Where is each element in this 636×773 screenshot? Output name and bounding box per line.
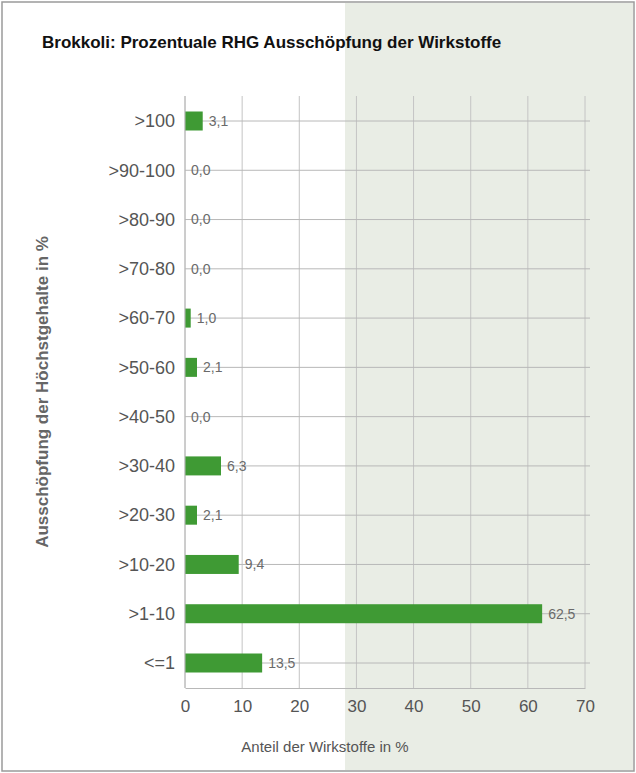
bar bbox=[185, 112, 203, 131]
grid-line bbox=[585, 96, 586, 688]
grid-line bbox=[299, 96, 300, 688]
y-tick: <=1 bbox=[144, 653, 185, 673]
bar bbox=[185, 309, 191, 328]
x-tick-label: 40 bbox=[405, 697, 424, 716]
x-tick-label: 50 bbox=[462, 697, 481, 716]
category-line bbox=[185, 219, 590, 220]
y-tick: >100 bbox=[134, 111, 185, 131]
data-label: 1,0 bbox=[197, 310, 217, 326]
frame bbox=[2, 2, 634, 771]
x-tick: 70 bbox=[576, 688, 595, 716]
title: Brokkoli: Prozentuale RHG Ausschöpfung d… bbox=[42, 33, 501, 52]
grid-line bbox=[356, 96, 357, 688]
x-axis-line bbox=[186, 688, 586, 689]
y-tick: >30-40 bbox=[118, 456, 185, 476]
bar bbox=[185, 555, 239, 574]
data-label: 62,5 bbox=[548, 606, 575, 622]
x-tick: 40 bbox=[405, 688, 424, 716]
category-line bbox=[185, 121, 590, 122]
x-tick-label: 70 bbox=[576, 697, 595, 716]
x-tick: 60 bbox=[519, 688, 538, 716]
category-line bbox=[185, 367, 590, 368]
y-tick: >50-60 bbox=[118, 358, 185, 378]
y-tick-label: >50-60 bbox=[118, 358, 175, 378]
grid-line bbox=[185, 96, 186, 688]
y-tick: >40-50 bbox=[118, 407, 185, 427]
category-line bbox=[185, 268, 590, 269]
y-axis-title: Ausschöpfung der Höchstgehalte in % bbox=[33, 236, 52, 548]
data-label: 0,0 bbox=[191, 162, 211, 178]
grid-line bbox=[413, 96, 414, 688]
grid-line bbox=[242, 96, 243, 688]
bar bbox=[185, 654, 262, 673]
data-label: 13,5 bbox=[268, 655, 295, 671]
x-tick: 50 bbox=[462, 688, 481, 716]
data-label: 3,1 bbox=[209, 113, 229, 129]
chart: 3,1 0,0 0,0 0,0 1,0 2,1 0,0 6,3 2,1 9,4 62,5 13,5 0 1… bbox=[0, 0, 636, 773]
y-tick-label: >40-50 bbox=[118, 407, 175, 427]
x-tick-label: 10 bbox=[233, 697, 252, 716]
y-tick-label: >1-10 bbox=[128, 604, 175, 624]
x-tick: 10 bbox=[233, 688, 252, 716]
x-tick: 30 bbox=[347, 688, 366, 716]
data-label: 9,4 bbox=[245, 556, 265, 572]
x-tick-label: 0 bbox=[181, 697, 190, 716]
y-tick: >20-30 bbox=[118, 505, 185, 525]
category-line bbox=[185, 318, 590, 319]
bar bbox=[185, 456, 221, 475]
data-label: 0,0 bbox=[191, 261, 211, 277]
y-axis-line bbox=[185, 96, 186, 688]
y-tick-label: >70-80 bbox=[118, 259, 175, 279]
x-tick: 20 bbox=[290, 688, 309, 716]
category-line bbox=[185, 515, 590, 516]
y-tick-label: <=1 bbox=[144, 653, 175, 673]
bar bbox=[185, 358, 197, 377]
grid-line bbox=[527, 96, 528, 688]
data-label: 0,0 bbox=[191, 211, 211, 227]
y-tick-label: >60-70 bbox=[118, 308, 175, 328]
data-label: 0,0 bbox=[191, 409, 211, 425]
x-tick: 0 bbox=[181, 688, 190, 716]
grid-line bbox=[470, 96, 471, 688]
y-tick-label: >10-20 bbox=[118, 555, 175, 575]
category-line bbox=[185, 416, 590, 417]
y-tick-label: >100 bbox=[134, 111, 175, 131]
y-tick: >1-10 bbox=[128, 604, 185, 624]
x-axis: 0 10 20 30 40 50 60 70 bbox=[181, 688, 595, 716]
data-label: 2,1 bbox=[203, 359, 223, 375]
bar bbox=[185, 604, 542, 623]
y-tick: >10-20 bbox=[118, 555, 185, 575]
x-tick-label: 20 bbox=[290, 697, 309, 716]
grid bbox=[185, 96, 590, 688]
x-axis-title: Anteil der Wirkstoffe in % bbox=[241, 738, 408, 755]
data-label: 6,3 bbox=[227, 458, 247, 474]
x-tick-label: 30 bbox=[347, 697, 366, 716]
y-tick-label: >80-90 bbox=[118, 210, 175, 230]
bar bbox=[185, 506, 197, 525]
bars bbox=[185, 112, 542, 673]
y-tick-label: >20-30 bbox=[118, 505, 175, 525]
y-tick: >60-70 bbox=[118, 308, 185, 328]
category-line bbox=[185, 170, 590, 171]
y-axis: >100 >90-100 >80-90 >70-80 >60-70 >50-60 >40-5… bbox=[108, 96, 185, 688]
data-label: 2,1 bbox=[203, 507, 223, 523]
x-tick-label: 60 bbox=[519, 697, 538, 716]
y-tick: >90-100 bbox=[108, 161, 185, 181]
y-tick: >80-90 bbox=[118, 210, 185, 230]
data-labels: 3,1 0,0 0,0 0,0 1,0 2,1 0,0 6,3 2,1 9,4 62,5 13,5 bbox=[191, 113, 576, 671]
y-tick-label: >90-100 bbox=[108, 161, 175, 181]
y-tick-label: >30-40 bbox=[118, 456, 175, 476]
background-panel bbox=[345, 3, 633, 770]
y-tick: >70-80 bbox=[118, 259, 185, 279]
